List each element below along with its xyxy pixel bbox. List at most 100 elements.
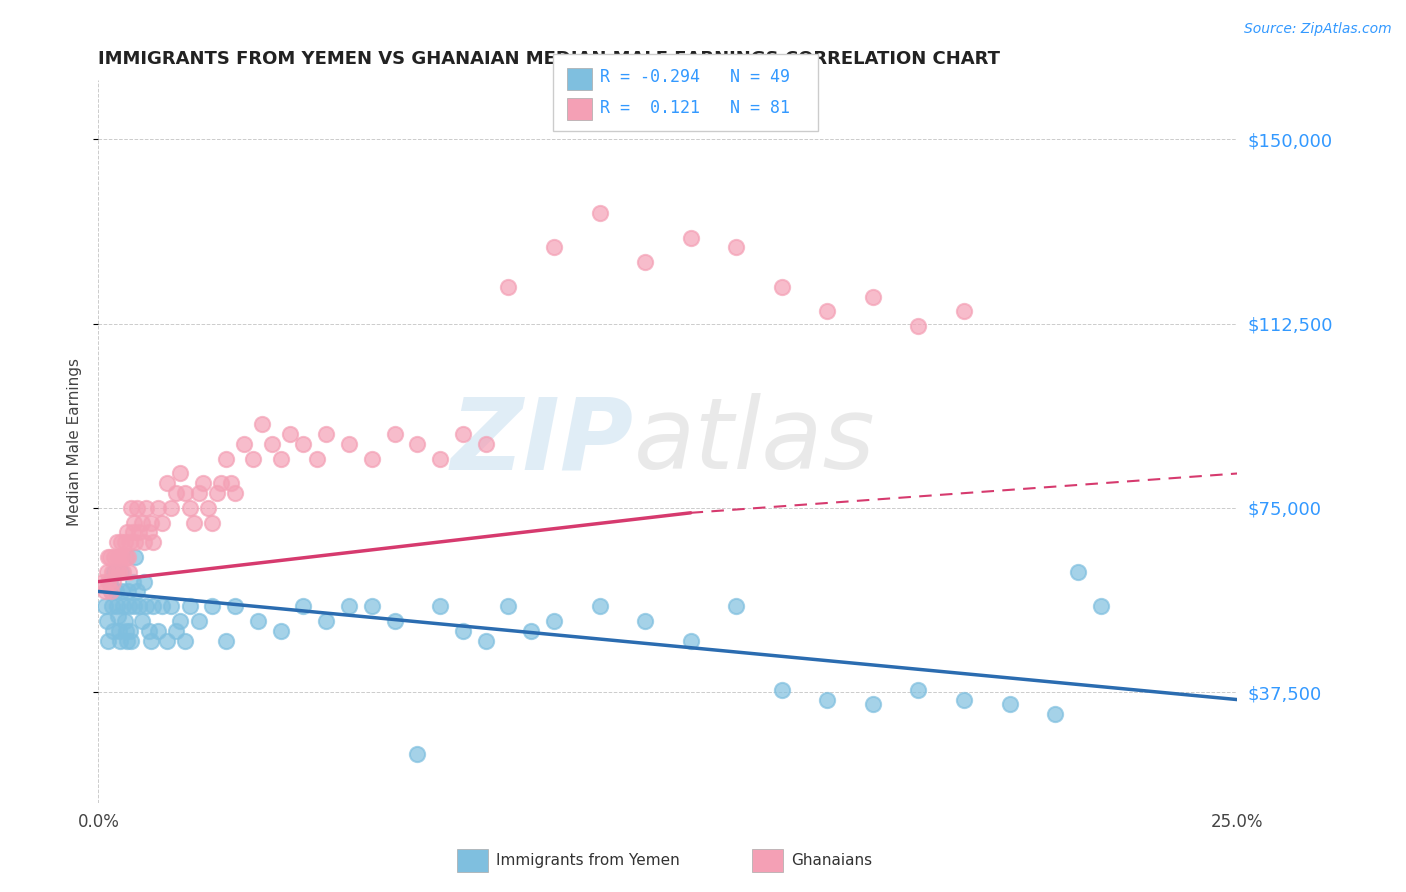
Point — [139, 516, 162, 530]
Point — [146, 624, 169, 638]
Point — [91, 574, 114, 589]
Point — [215, 451, 238, 466]
Point — [138, 624, 160, 638]
Point — [242, 451, 264, 466]
Point — [165, 486, 187, 500]
Point — [233, 437, 256, 451]
Point — [132, 574, 155, 589]
Point — [150, 599, 173, 614]
Point — [451, 427, 474, 442]
Point — [135, 500, 157, 515]
Point — [114, 624, 136, 638]
Point — [543, 614, 565, 628]
Point — [169, 467, 191, 481]
Point — [451, 624, 474, 638]
Point — [111, 584, 134, 599]
Point — [679, 230, 702, 244]
Point — [121, 574, 143, 589]
Point — [103, 565, 125, 579]
Point — [187, 486, 209, 500]
Point — [122, 516, 145, 530]
Point — [97, 633, 120, 648]
Point — [128, 599, 150, 614]
Point — [498, 599, 520, 614]
Point — [96, 614, 118, 628]
Point — [209, 476, 232, 491]
Point — [112, 565, 135, 579]
Point — [94, 584, 117, 599]
Point — [360, 599, 382, 614]
Point — [110, 633, 132, 648]
Point — [1067, 565, 1090, 579]
Point — [1043, 707, 1066, 722]
Point — [201, 599, 224, 614]
Point — [634, 614, 657, 628]
Point — [679, 633, 702, 648]
Point — [588, 599, 610, 614]
Point — [193, 476, 215, 491]
Point — [112, 599, 135, 614]
Point — [634, 255, 657, 269]
Point — [770, 682, 793, 697]
Point — [160, 500, 183, 515]
Point — [588, 206, 610, 220]
Point — [128, 525, 150, 540]
Point — [131, 614, 153, 628]
Point — [150, 516, 173, 530]
Point — [101, 574, 124, 589]
Point — [100, 584, 122, 599]
Point — [98, 574, 121, 589]
Point — [160, 599, 183, 614]
Point — [101, 565, 124, 579]
Point — [270, 451, 292, 466]
Text: Source: ZipAtlas.com: Source: ZipAtlas.com — [1244, 22, 1392, 37]
Point — [174, 486, 197, 500]
Point — [520, 624, 543, 638]
Point — [110, 535, 132, 549]
Point — [100, 584, 122, 599]
Point — [103, 549, 125, 564]
Point — [183, 516, 205, 530]
Point — [142, 599, 165, 614]
Point — [127, 584, 149, 599]
Text: ZIP: ZIP — [451, 393, 634, 490]
Point — [315, 614, 337, 628]
Text: Immigrants from Yemen: Immigrants from Yemen — [496, 854, 681, 868]
Point — [252, 417, 274, 432]
Point — [953, 304, 976, 318]
Point — [107, 609, 129, 624]
Point — [117, 549, 139, 564]
Point — [224, 486, 246, 500]
Point — [406, 747, 429, 761]
Point — [270, 624, 292, 638]
Point — [815, 692, 838, 706]
Point — [127, 500, 149, 515]
Point — [384, 427, 406, 442]
Point — [131, 516, 153, 530]
Text: Ghanaians: Ghanaians — [792, 854, 873, 868]
Point — [360, 451, 382, 466]
Point — [862, 698, 884, 712]
Point — [107, 549, 129, 564]
Point — [118, 565, 141, 579]
Point — [862, 289, 884, 303]
Point — [97, 574, 120, 589]
Point — [187, 614, 209, 628]
Point — [98, 549, 121, 564]
Point — [179, 599, 201, 614]
Point — [815, 304, 838, 318]
Point — [111, 549, 134, 564]
Point — [201, 516, 224, 530]
Point — [292, 599, 315, 614]
Point — [474, 633, 496, 648]
Point — [474, 437, 496, 451]
Point — [105, 599, 128, 614]
Point — [384, 614, 406, 628]
Point — [292, 437, 315, 451]
Text: R =  0.121   N = 81: R = 0.121 N = 81 — [600, 99, 790, 117]
Point — [117, 584, 139, 599]
Point — [337, 599, 360, 614]
Point — [114, 535, 136, 549]
Point — [315, 427, 337, 442]
Point — [219, 476, 242, 491]
